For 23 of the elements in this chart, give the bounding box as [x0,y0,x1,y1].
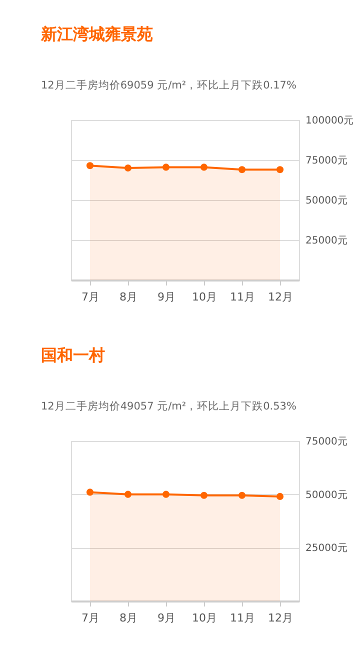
chart-subtitle: 12月二手房均价49057 元/m²，环比上月下跌0.53% [41,400,296,412]
x-tick-label: 9月 [158,290,176,304]
chart-title: 新江湾城雍景苑 [40,24,153,44]
y-tick-label: 75000元 [306,156,348,166]
x-tick-label: 11月 [230,612,255,624]
y-tick-label: 100000元 [306,116,354,126]
x-tick-label: 9月 [158,612,176,624]
y-tick-label: 25000元 [306,543,348,554]
y-tick-label: 25000元 [306,236,348,246]
x-tick-label: 8月 [120,290,138,304]
x-tick-label: 10月 [192,612,217,624]
x-tick-label: 7月 [82,612,100,624]
x-tick-label: 12月 [268,290,293,304]
chart-title: 国和一村 [41,346,105,364]
y-tick-label: 50000元 [306,196,348,206]
x-tick-label: 8月 [120,612,138,624]
x-tick-label: 12月 [268,612,293,624]
chart-subtitle: 12月二手房均价69059 元/m²，环比上月下跌0.17% [41,78,296,92]
x-tick-label: 7月 [82,290,100,304]
y-tick-label: 50000元 [306,490,348,501]
y-tick-label: 75000元 [306,436,348,448]
x-tick-label: 11月 [230,290,255,304]
x-tick-label: 10月 [192,290,217,304]
